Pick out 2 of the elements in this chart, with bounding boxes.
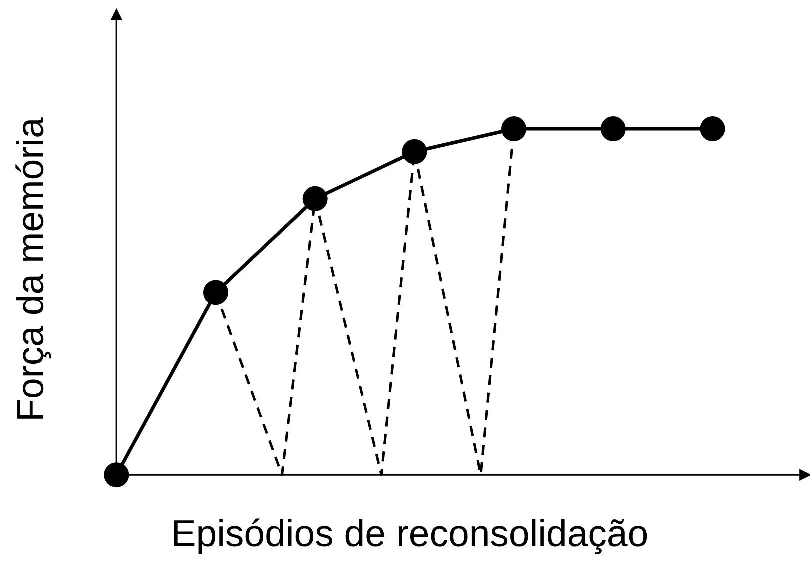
- y-axis-title: Força da memória: [16, 118, 52, 419]
- x-axis-title: Episódios de reconsolidação: [174, 518, 648, 554]
